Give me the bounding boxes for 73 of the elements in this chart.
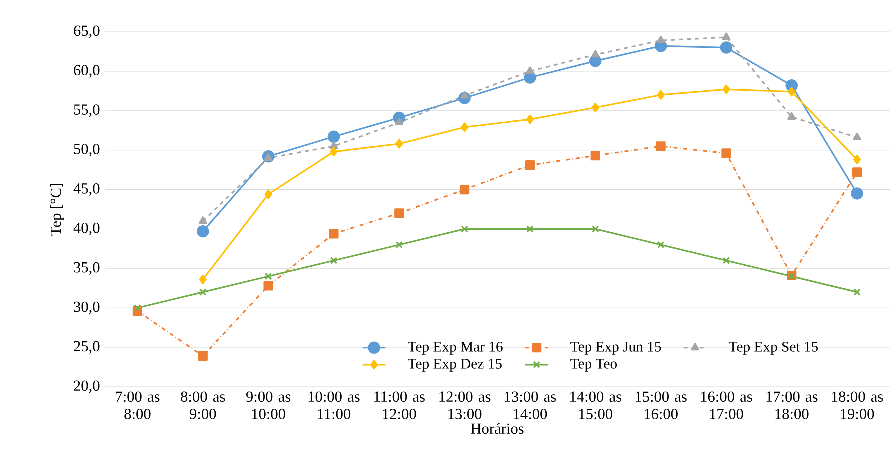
point (396, 139, 404, 149)
point (852, 168, 862, 178)
point (460, 122, 469, 132)
x-tick-label: 15:00 as 16:00 (636, 392, 687, 420)
x-tick-label: 13:00 as 14:00 (505, 392, 556, 420)
point (200, 288, 207, 296)
point (722, 257, 730, 264)
point (788, 112, 796, 120)
point (461, 226, 468, 233)
point (722, 148, 732, 158)
x-tick-label: 9:00 as 10:00 (246, 392, 291, 420)
x-tick-label: 17:00 as 18:00 (766, 392, 818, 420)
legend-label: Tep Exp Jun 15 (570, 342, 662, 355)
point (396, 241, 404, 249)
point (526, 226, 534, 233)
y-tick-label: 20,0 (74, 380, 100, 394)
point (526, 66, 534, 74)
legend-label: Tep Exp Set 15 (729, 342, 818, 355)
point (394, 208, 404, 218)
x-tick-label: 12:00 as 13:00 (440, 392, 491, 420)
x-tick-label: 16:00 as 17:00 (701, 392, 752, 420)
y-tick-label: 55,0 (74, 104, 100, 118)
point (330, 147, 338, 157)
point (592, 102, 600, 113)
point (330, 142, 338, 150)
y-tick-label: 30,0 (74, 302, 100, 314)
x-tick-label: 8:00 as 9:00 (181, 392, 226, 420)
point (590, 151, 600, 161)
point (525, 160, 536, 170)
x-tick-label: 10:00 as 11:00 (308, 392, 360, 420)
point (328, 130, 340, 144)
point (591, 50, 600, 58)
point (198, 351, 208, 362)
point (264, 281, 274, 291)
point (656, 36, 666, 44)
legend-label: Tep Teo (570, 359, 618, 372)
point (329, 229, 339, 239)
point (722, 32, 731, 40)
y-tick-label: 45,0 (74, 184, 100, 196)
legend-label: Tep Exp Mar 16 (408, 342, 503, 355)
x-tick-label: 18:00 as 19:00 (832, 392, 884, 420)
point (657, 90, 665, 100)
legend-label: Tep Exp Dez 15 (408, 359, 502, 372)
x-tick-label: 14:00 as 15:00 (570, 392, 622, 420)
y-tick-label: 35,0 (74, 262, 100, 275)
point (526, 114, 534, 124)
point (722, 84, 730, 94)
point (657, 241, 665, 249)
y-tick-label: 60,0 (74, 65, 100, 78)
y-tick-label: 40,0 (74, 222, 100, 236)
point (134, 304, 142, 312)
point (460, 184, 470, 195)
x-tick-label: 11:00 as 12:00 (374, 392, 425, 420)
point (198, 216, 208, 224)
x-tick-label: 7:00 as 8:00 (116, 392, 160, 420)
point (788, 87, 796, 97)
point (199, 274, 207, 284)
y-tick-label: 25,0 (74, 341, 100, 354)
point (592, 226, 600, 233)
point (656, 142, 666, 152)
point (851, 188, 864, 200)
point (330, 257, 338, 264)
point (853, 132, 862, 141)
point (264, 272, 272, 280)
y-tick-label: 50,0 (74, 144, 100, 157)
point (196, 225, 210, 238)
point (853, 154, 862, 165)
point (264, 190, 272, 200)
point (854, 288, 861, 296)
y-axis-title: Tep [°C] (50, 184, 64, 236)
x-axis-title: Horários (471, 423, 524, 434)
y-tick-label: 65,0 (74, 26, 100, 38)
point (720, 42, 733, 54)
